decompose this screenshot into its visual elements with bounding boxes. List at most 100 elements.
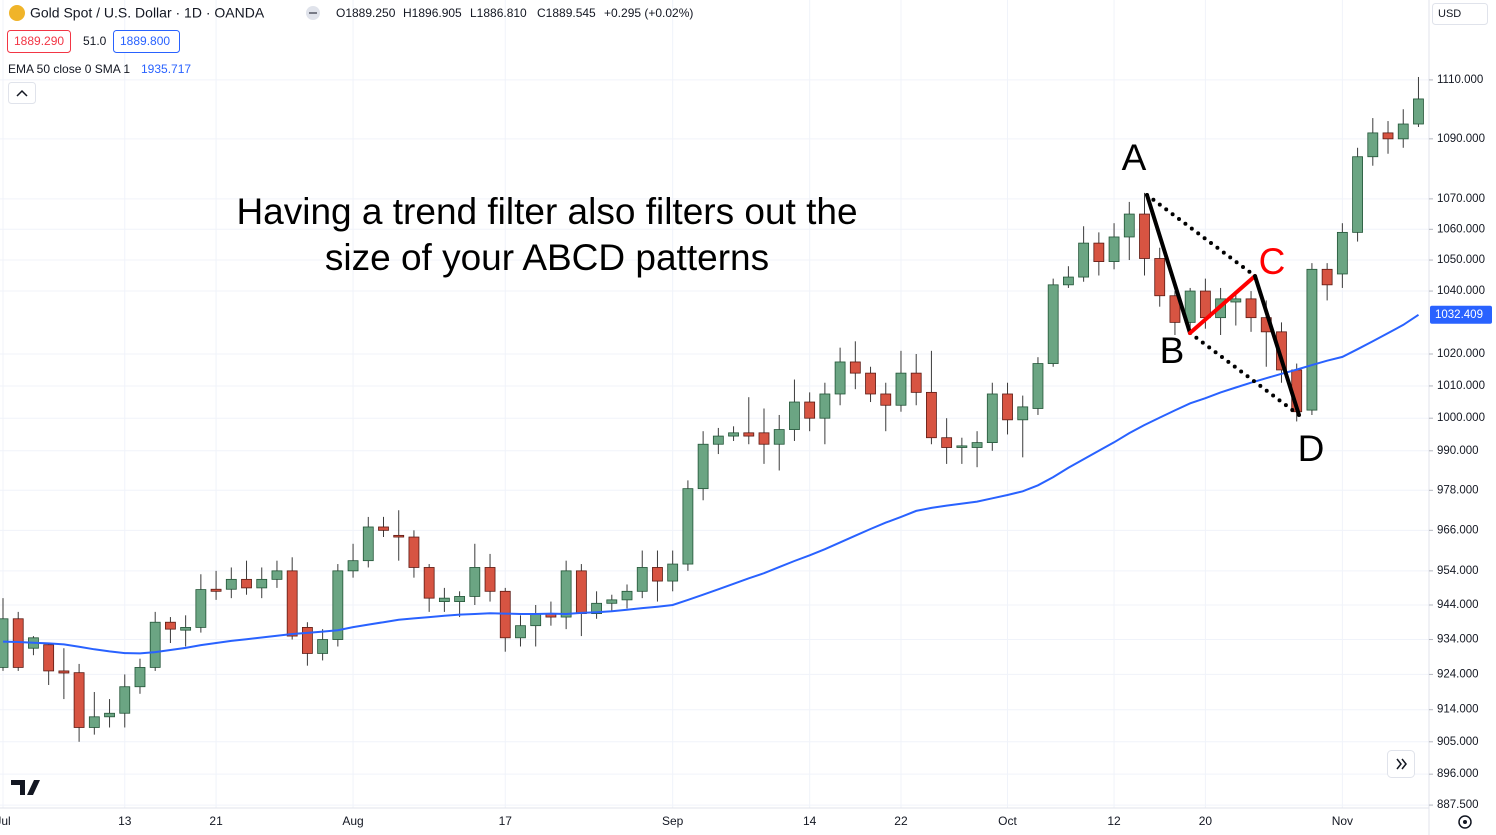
ohlc-value: O1889.250: [336, 6, 396, 20]
y-tick-label: 1000.000: [1437, 412, 1485, 424]
candle-body: [149, 621, 161, 668]
candle-body: [956, 445, 968, 448]
candle-body: [165, 621, 176, 630]
candle-body: [834, 361, 846, 395]
y-tick-label: 1090.000: [1437, 133, 1485, 145]
candle-body: [286, 570, 298, 637]
candle-body: [378, 526, 389, 531]
candle-body: [1245, 298, 1257, 319]
candle-body: [1382, 132, 1394, 140]
candle-body: [210, 588, 222, 592]
x-tick-label: Nov: [1332, 814, 1353, 828]
candle-body: [1321, 268, 1333, 286]
ohlc-value: H1896.905: [403, 6, 462, 20]
candle-body: [1367, 132, 1379, 158]
grid: [0, 0, 1429, 808]
point-label: A: [1122, 137, 1147, 178]
settings-icon[interactable]: [1458, 815, 1472, 829]
candle-body: [438, 597, 450, 602]
candle-body: [134, 667, 146, 688]
candle-body: [606, 599, 618, 604]
candle-body: [758, 432, 770, 445]
sell-button[interactable]: [7, 30, 71, 53]
candle-body: [317, 639, 329, 654]
candle-body: [591, 602, 602, 615]
sell-price[interactable]: 1889.290: [14, 34, 64, 48]
candle-body: [926, 391, 937, 439]
candle-body: [180, 627, 192, 631]
leg-ab: [1145, 193, 1192, 335]
candle-body: [1199, 290, 1211, 319]
candle-body: [636, 567, 648, 592]
plot: [0, 76, 1424, 742]
dotted-line: [1188, 331, 1301, 417]
x-tick-label: 14: [803, 814, 817, 828]
point-label: B: [1160, 330, 1185, 371]
y-tick-label: 944.000: [1437, 599, 1479, 611]
candle-body: [697, 443, 709, 490]
currency[interactable]: USD: [1438, 8, 1461, 20]
y-tick-label: 954.000: [1437, 565, 1479, 577]
leg-cd: [1253, 274, 1301, 417]
candle-body: [1078, 242, 1090, 278]
candle-body: [849, 361, 861, 374]
x-tick-label: 13: [118, 814, 132, 828]
ohlc-value: L1886.810: [470, 6, 527, 20]
spread: 51.0: [83, 34, 107, 48]
candle-body: [225, 578, 237, 590]
candle-body: [58, 670, 70, 674]
annotation: size of your ABCD patterns: [325, 237, 769, 278]
candle-body: [393, 534, 405, 538]
candle-body: [1352, 156, 1363, 233]
pattern-drawing: [1145, 193, 1301, 417]
y-tick-label: 1110.000: [1437, 74, 1483, 86]
candle-body: [895, 372, 907, 406]
candle-body: [484, 567, 496, 592]
collapse-button[interactable]: [8, 82, 36, 104]
candle-body: [743, 432, 755, 437]
y-tick-label: 914.000: [1437, 704, 1479, 716]
currency-button[interactable]: [1432, 3, 1488, 25]
candle-body: [1093, 242, 1105, 262]
candle-body: [1184, 290, 1196, 323]
candle-body: [104, 712, 115, 718]
candle-body: [560, 570, 572, 618]
candle-body: [880, 393, 892, 406]
x-tick-label: Oct: [998, 814, 1017, 828]
candle-body: [88, 716, 100, 728]
chart-title[interactable]: Gold Spot / U.S. Dollar · 1D · OANDA: [30, 5, 265, 21]
candle-body: [1032, 363, 1044, 409]
scroll-icon: [1396, 758, 1407, 770]
candle-body: [469, 567, 481, 597]
candle-body: [804, 401, 816, 419]
buy-price[interactable]: 1889.800: [120, 34, 170, 48]
indicator-name[interactable]: EMA 50 close 0 SMA 1: [8, 62, 130, 76]
candle-body: [621, 590, 633, 601]
candle-body: [819, 393, 831, 419]
buy-button[interactable]: [113, 30, 180, 53]
price-badge-label: 1032.409: [1435, 309, 1483, 321]
candle-body: [910, 372, 922, 393]
ema-line: [2, 313, 1420, 655]
candle-body: [682, 488, 694, 565]
y-tick-label: 1070.000: [1437, 193, 1485, 205]
y-tick-label: 1020.000: [1437, 348, 1485, 360]
candle-body: [1108, 236, 1120, 262]
candle-body: [0, 618, 9, 668]
candle-body: [73, 672, 85, 728]
y-tick-label: 1050.000: [1437, 254, 1485, 266]
candle-body: [1139, 213, 1150, 259]
y-tick-label: 1040.000: [1437, 285, 1485, 297]
candle-body: [1230, 298, 1242, 303]
candle-body: [1017, 406, 1029, 421]
candle-body: [241, 578, 252, 589]
candle-body: [271, 570, 283, 580]
logo: [11, 780, 40, 795]
candle-body: [454, 596, 466, 602]
leg-bc: [1188, 274, 1257, 335]
candle-body: [332, 570, 344, 640]
candle-body: [530, 613, 542, 627]
candle-body: [1413, 98, 1424, 125]
